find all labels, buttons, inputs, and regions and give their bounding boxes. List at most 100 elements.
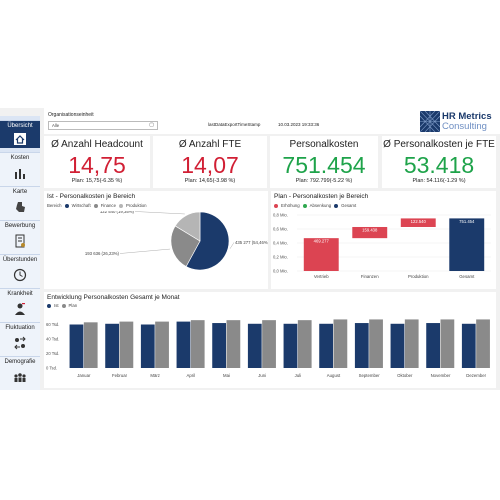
month-bar bbox=[283, 323, 298, 368]
org-filter-value: Alle bbox=[52, 123, 60, 128]
sidebar-item-label: Fluktuation bbox=[5, 325, 35, 331]
x-tick-label: Produktion bbox=[408, 274, 429, 279]
kpi-value: 751.454 bbox=[282, 152, 366, 178]
y-tick-label: 0,0 Mio. bbox=[273, 269, 288, 274]
sidebar-item-karte[interactable]: Karte bbox=[0, 186, 40, 220]
bar-chart-icon bbox=[15, 169, 25, 179]
sick-person-icon bbox=[15, 303, 25, 315]
month-bar bbox=[390, 323, 405, 368]
y-tick-label: 60 Tsd. bbox=[46, 322, 59, 327]
pie-data-label: 193 636 (26,23%) bbox=[85, 251, 120, 256]
x-tick-label: Mai bbox=[223, 373, 230, 378]
kpi-plan: Plan: 792.799(-5.22 %) bbox=[295, 178, 353, 184]
sidebar-item-fluktuation[interactable]: Fluktuation bbox=[0, 322, 40, 356]
legend-swatch bbox=[334, 203, 339, 208]
sidebar-item-demografie[interactable]: Demografie bbox=[0, 356, 40, 390]
kpi-value: 14,75 bbox=[68, 152, 126, 178]
legend-item: Produktion bbox=[125, 203, 147, 208]
legend-item: Ist bbox=[54, 303, 59, 308]
export-timestamp-value: 10.03.2023 19:33:36 bbox=[278, 122, 320, 127]
sidebar-item-label: Kosten bbox=[10, 155, 30, 161]
kpi-card-personalkosten: Personalkosten 751.454 Plan: 792.799(-5.… bbox=[270, 136, 378, 188]
pie-chart-panel: Ist - Personalkosten je Bereich Bereich … bbox=[44, 191, 268, 289]
sidebar-item-bewerbung[interactable]: Bewerbung bbox=[0, 220, 40, 254]
y-tick-label: 0,2 Mio. bbox=[273, 255, 288, 260]
sidebar-item-uebersicht[interactable]: Übersicht bbox=[0, 120, 40, 148]
legend-item: Absenkung bbox=[309, 203, 332, 208]
sidebar-item-kosten[interactable]: Kosten bbox=[0, 152, 40, 186]
month-bar bbox=[476, 319, 490, 368]
pie-leader-line bbox=[134, 211, 185, 215]
monthly-chart-panel: Entwicklung Personalkosten Gesamt je Mon… bbox=[44, 292, 496, 388]
legend-title: Bereich bbox=[47, 203, 62, 208]
clock-icon bbox=[13, 268, 27, 282]
header-bar: Organisationseinheit Alle ▢ lastDataExpo… bbox=[44, 108, 500, 134]
bar-data-label: 159.438 bbox=[362, 227, 378, 232]
waterfall-bar bbox=[400, 218, 436, 227]
dashboard-canvas: Übersicht Kosten Karte Bewerbung Überstu… bbox=[0, 108, 500, 390]
chart-title: Plan - Personalkosten je Bereich bbox=[274, 193, 369, 200]
x-tick-label: Gesamt bbox=[459, 274, 475, 279]
bar-data-label: 751.454 bbox=[459, 219, 475, 224]
monthly-legend: Ist Plan bbox=[47, 303, 77, 308]
month-bar bbox=[119, 321, 134, 368]
waterfall-chart-panel: Plan - Personalkosten je Bereich Erhöhun… bbox=[271, 191, 496, 289]
month-bar bbox=[226, 320, 241, 368]
people-exchange-icon bbox=[14, 336, 26, 350]
x-tick-label: Finanzen bbox=[361, 274, 379, 279]
sidebar-item-krankheit[interactable]: Krankheit bbox=[0, 288, 40, 322]
kpi-title: Ø Personalkosten je FTE bbox=[383, 139, 495, 150]
x-tick-label: September bbox=[359, 373, 381, 378]
legend-item: Finance bbox=[100, 203, 116, 208]
x-tick-label: Juli bbox=[295, 373, 301, 378]
bar-data-label: 122.540 bbox=[411, 219, 427, 224]
x-tick-label: November bbox=[431, 373, 451, 378]
sidebar-item-label: Krankheit bbox=[7, 291, 33, 297]
kpi-title: Personalkosten bbox=[289, 139, 359, 150]
sidebar-item-label: Demografie bbox=[4, 359, 36, 365]
month-bar bbox=[247, 323, 262, 368]
sidebar: Übersicht Kosten Karte Bewerbung Überstu… bbox=[0, 116, 40, 390]
month-bar bbox=[297, 320, 312, 368]
y-tick-label: 0,4 Mio. bbox=[273, 241, 288, 246]
sidebar-item-label: Überstunden bbox=[2, 257, 38, 263]
waterfall-legend: Erhöhung Absenkung Gesamt bbox=[274, 203, 356, 208]
y-tick-label: 40 Tsd. bbox=[46, 337, 59, 342]
waterfall-bar bbox=[303, 238, 339, 271]
map-icon bbox=[16, 202, 25, 212]
x-tick-label: Oktober bbox=[397, 373, 413, 378]
sidebar-item-ueberstunden[interactable]: Überstunden bbox=[0, 254, 40, 288]
sidebar-item-label: Übersicht bbox=[7, 123, 33, 129]
y-tick-label: 0,6 Mio. bbox=[273, 227, 288, 232]
sidebar-item-label: Karte bbox=[12, 189, 28, 195]
pie-leader-line bbox=[229, 242, 235, 249]
legend-swatch bbox=[302, 203, 307, 208]
waterfall-chart: 0,0 Mio. 0,2 Mio. 0,4 Mio. 0,6 Mio. 0,8 Mio.… bbox=[273, 213, 491, 279]
y-tick-label: 20 Tsd. bbox=[46, 351, 59, 356]
month-bar bbox=[105, 323, 119, 368]
month-bar bbox=[212, 323, 226, 368]
month-bar bbox=[176, 321, 191, 368]
legend-swatch bbox=[274, 203, 278, 208]
monthly-bar-chart: 0 Tsd. 20 Tsd. 40 Tsd. 60 Tsd. Januar Februar… bbox=[46, 319, 490, 378]
month-bar bbox=[333, 319, 348, 368]
pie-leader-line bbox=[119, 248, 171, 254]
kpi-title: Ø Anzahl FTE bbox=[178, 139, 242, 150]
x-tick-label: Vertrieb bbox=[314, 274, 329, 279]
legend-item: Erhöhung bbox=[281, 203, 300, 208]
month-bar bbox=[369, 319, 383, 368]
legend-swatch bbox=[93, 203, 98, 208]
month-bar bbox=[354, 323, 369, 368]
kpi-title: Ø Anzahl Headcount bbox=[51, 139, 143, 150]
month-bar bbox=[190, 320, 205, 368]
org-filter-label: Organisationseinheit bbox=[48, 112, 94, 118]
x-tick-label: Dezember bbox=[466, 373, 486, 378]
legend-item: Gesamt bbox=[341, 203, 357, 208]
month-bar bbox=[404, 319, 419, 368]
people-group-icon bbox=[14, 373, 26, 382]
org-filter-dropdown[interactable]: Alle ▢ bbox=[48, 121, 158, 130]
month-bar bbox=[262, 320, 276, 368]
kpi-plan: Plan: 54.116(-1.29 %) bbox=[412, 178, 466, 184]
pie-slice bbox=[185, 211, 230, 271]
pie-slice bbox=[170, 225, 201, 267]
